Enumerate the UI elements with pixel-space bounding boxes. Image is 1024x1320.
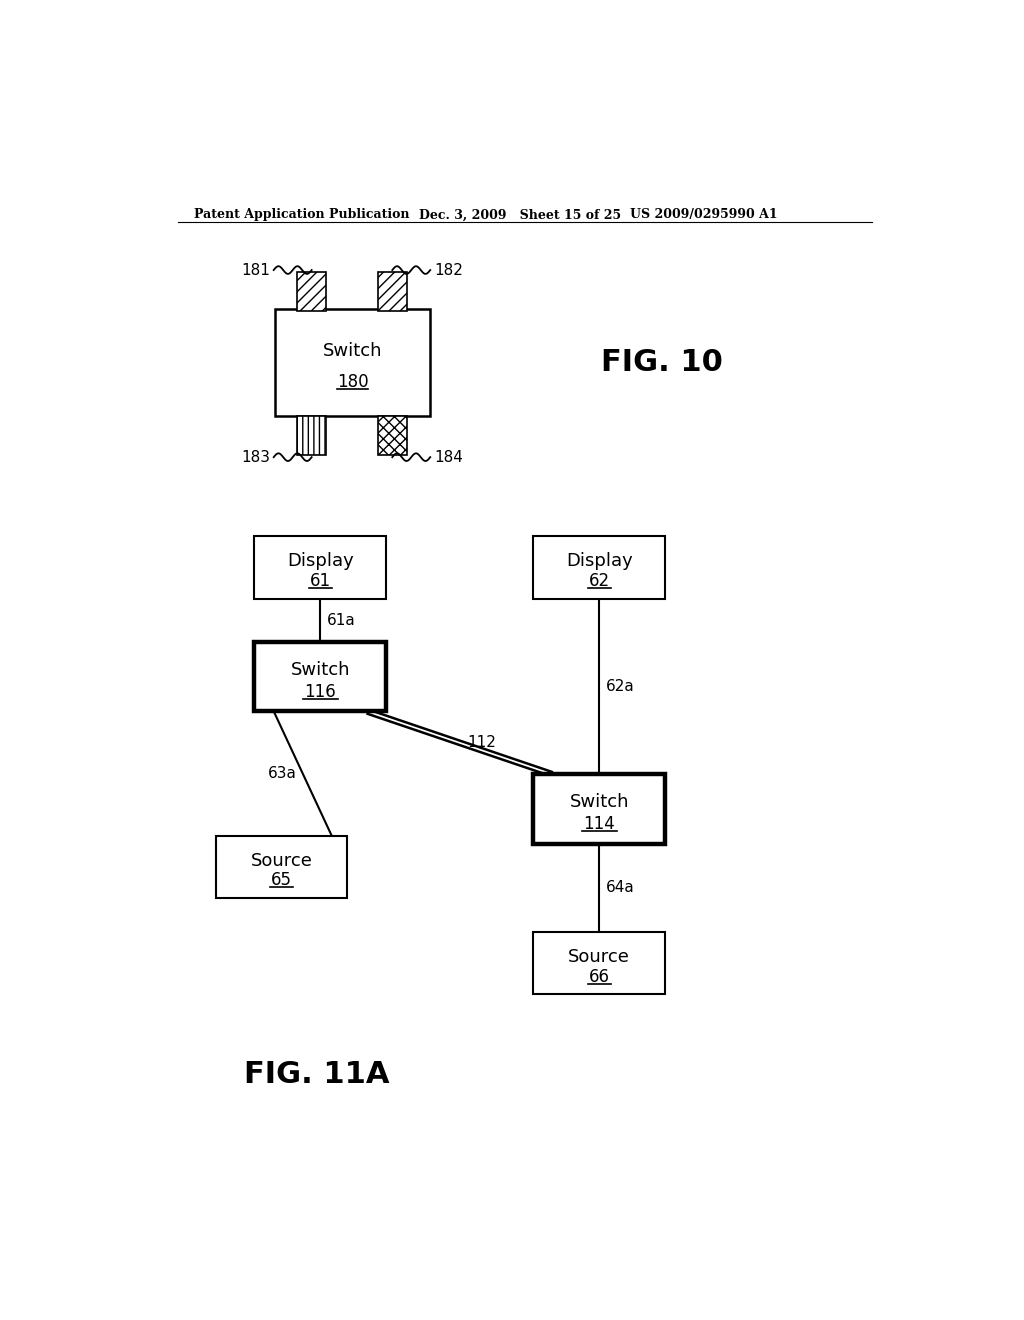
Bar bbox=[378, 272, 407, 312]
Bar bbox=[378, 416, 407, 455]
Text: 184: 184 bbox=[434, 450, 463, 465]
Text: Switch: Switch bbox=[291, 661, 350, 678]
Bar bbox=[534, 775, 665, 843]
Text: 62a: 62a bbox=[605, 678, 634, 694]
Text: Display: Display bbox=[566, 552, 633, 570]
Text: Switch: Switch bbox=[323, 342, 383, 360]
Text: FIG. 10: FIG. 10 bbox=[601, 348, 723, 378]
Bar bbox=[297, 272, 327, 312]
Text: 62: 62 bbox=[589, 572, 609, 590]
Text: 61: 61 bbox=[309, 572, 331, 590]
Text: 65: 65 bbox=[271, 871, 292, 890]
Text: Switch: Switch bbox=[569, 793, 629, 810]
Text: Source: Source bbox=[568, 948, 630, 966]
Text: 183: 183 bbox=[241, 450, 270, 465]
Text: 180: 180 bbox=[337, 372, 369, 391]
Text: Dec. 3, 2009   Sheet 15 of 25: Dec. 3, 2009 Sheet 15 of 25 bbox=[419, 209, 621, 222]
Bar bbox=[275, 309, 430, 416]
Bar bbox=[254, 642, 386, 711]
Bar bbox=[297, 416, 327, 455]
Text: 61a: 61a bbox=[327, 612, 355, 628]
Text: 64a: 64a bbox=[605, 880, 634, 895]
Text: 181: 181 bbox=[241, 263, 270, 277]
Text: Source: Source bbox=[251, 851, 312, 870]
Bar bbox=[254, 536, 386, 599]
Text: 116: 116 bbox=[304, 682, 336, 701]
Text: 63a: 63a bbox=[268, 766, 297, 781]
Text: Display: Display bbox=[287, 552, 353, 570]
Text: FIG. 11A: FIG. 11A bbox=[245, 1060, 390, 1089]
Text: 182: 182 bbox=[434, 263, 463, 277]
Text: 114: 114 bbox=[584, 816, 615, 833]
Bar bbox=[534, 536, 665, 599]
Bar bbox=[216, 836, 347, 898]
Bar bbox=[534, 932, 665, 994]
Text: Patent Application Publication: Patent Application Publication bbox=[194, 209, 410, 222]
Text: US 2009/0295990 A1: US 2009/0295990 A1 bbox=[630, 209, 778, 222]
Text: 66: 66 bbox=[589, 968, 609, 986]
Text: 112: 112 bbox=[467, 735, 497, 750]
